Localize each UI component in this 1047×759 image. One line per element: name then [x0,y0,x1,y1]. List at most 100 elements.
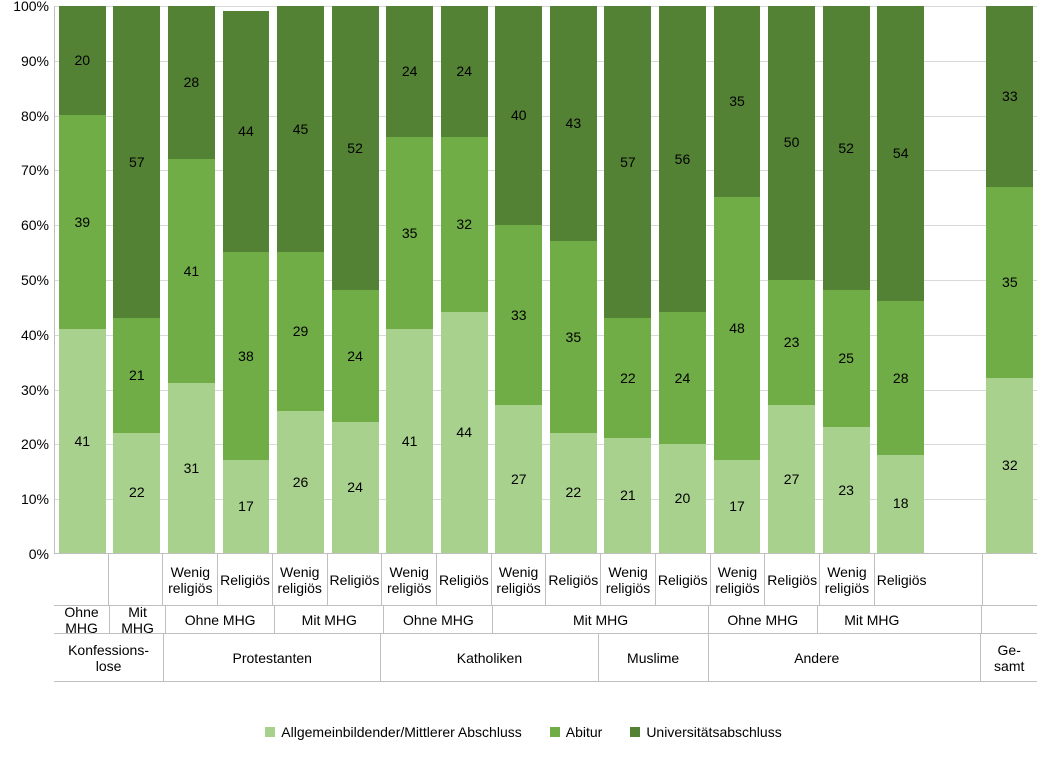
bar-segment-abitur: 24 [659,312,706,443]
bar-slot: 174835 [710,6,765,553]
legend-label: Universitätsabschluss [646,724,781,740]
y-tick-label: 100% [13,0,49,14]
bar: 314128 [168,6,215,553]
axis-label [54,554,108,606]
axis-label [981,606,1037,634]
bar-segment-uni: 56 [659,6,706,312]
bar-segment-uni: 28 [168,6,215,159]
bar-segment-label: 50 [784,135,800,150]
axis-label: Ohne MHG [708,606,817,634]
bar: 2221 57 [113,6,160,553]
bar-segment-uni: 43 [550,6,597,241]
bar-slot: 24 24 52 [328,6,383,553]
y-tick-label: 10% [21,491,49,507]
axis-label: Andere [708,634,925,682]
bar: 262945 [277,6,324,553]
bar-segment-label: 21 [620,488,636,503]
bar-segment-label: 39 [74,215,90,230]
bar-segment-label: 17 [238,499,254,514]
bar-segment-label: 41 [402,434,418,449]
bar: 24 24 52 [332,6,379,553]
bar-segment-uni: 40 [495,6,542,225]
bar-segment-allgemein: 22 [113,433,160,553]
bar: 413524 [386,6,433,553]
bar-slot: 413920 [55,6,110,553]
axis-label: Religiös [764,554,819,606]
bar-segment-label: 28 [184,75,200,90]
legend-swatch [550,727,560,737]
bar-slot: 443224 [437,6,492,553]
y-tick-label: 70% [21,162,49,178]
plot-area: 0%10%20%30%40%50%60%70%80%90%100%4139202… [54,6,1037,554]
bar-segment-label: 35 [729,94,745,109]
legend-swatch [265,727,275,737]
bar-segment-label: 27 [784,472,800,487]
bar-slot: 212257 [601,6,656,553]
bar-segment-label: 24 [347,480,363,495]
bar-segment-uni: 54 [877,6,924,301]
axis-label [982,554,1037,606]
bar-segment-allgemein: 22 [550,433,597,553]
bar: 27 23 50 [768,6,815,553]
bar-segment-label: 24 [347,349,363,364]
bar-segment-allgemein: 27 [495,405,542,553]
bars-container: 4139202221573141281738442629452424524135… [55,6,1037,553]
y-tick-label: 0% [29,546,49,562]
bar-segment-label: 52 [838,141,854,156]
bar-segment-allgemein: 23 [823,427,870,553]
bar-segment-label: 27 [511,472,527,487]
bar-segment-label: 35 [1002,275,1018,290]
y-tick-label: 40% [21,327,49,343]
stacked-bar-chart: 0%10%20%30%40%50%60%70%80%90%100%4139202… [0,0,1047,759]
axis-label: Religiös [327,554,382,606]
bar-segment-allgemein: 21 [604,438,651,553]
bar-segment-allgemein: 41 [386,329,433,553]
axis-label: Ge- samt [980,634,1037,682]
axis-label: Katholiken [380,634,597,682]
bar: 173844 [223,6,270,553]
bar: 182854 [877,6,924,553]
bar-segment-label: 32 [1002,458,1018,473]
bar-segment-allgemein: 20 [659,444,706,553]
bar-segment-allgemein: 27 [768,405,815,553]
bar-segment-allgemein: 24 [332,422,379,553]
bar-segment-label: 48 [729,321,745,336]
legend-label: Abitur [566,724,603,740]
bar-segment-label: 57 [129,155,145,170]
bar-segment-abitur: 29 [277,252,324,411]
bar-segment-uni: 52 [332,6,379,290]
y-tick-label: 30% [21,382,49,398]
bar-segment-label: 25 [838,351,854,366]
bar: 413920 [59,6,106,553]
axis-label: Wenig religiös [381,554,436,606]
bar-slot: 323533 [983,6,1038,553]
bar-slot: 173844 [219,6,274,553]
bar-segment-abitur: 48 [714,197,761,460]
axis-label: Konfessions- lose [54,634,163,682]
axis-label: Mit MHG [492,606,707,634]
bar: 23 25 52 [823,6,870,553]
bar: 223543 [550,6,597,553]
bar-segment-uni: 24 [441,6,488,137]
bar-segment-label: 31 [184,461,200,476]
bar-segment-abitur: 35 [550,241,597,432]
bar-segment-abitur: 23 [768,280,815,406]
axis-label: Mit MHG [109,606,165,634]
bar-segment-label: 32 [456,217,472,232]
bar-segment-abitur: 22 [604,318,651,438]
axis-label [929,554,983,606]
y-tick-label: 50% [21,272,49,288]
axis-label: Ohne MHG [165,606,274,634]
bar-segment-abitur: 21 [113,318,160,433]
bar-slot: 262945 [273,6,328,553]
legend: Allgemeinbildender/Mittlerer AbschlussAb… [0,724,1047,740]
legend-item: Universitätsabschluss [630,724,781,740]
bar-segment-abitur: 33 [495,225,542,406]
axis-label: Wenig religiös [491,554,546,606]
bar-slot: 23 25 52 [819,6,874,553]
bar-segment-label: 44 [238,124,254,139]
axis-label: Ohne MHG [54,606,109,634]
axis-label: Muslime [598,634,708,682]
bar-segment-abitur: 25 [823,290,870,427]
bar-segment-allgemein: 26 [277,411,324,553]
